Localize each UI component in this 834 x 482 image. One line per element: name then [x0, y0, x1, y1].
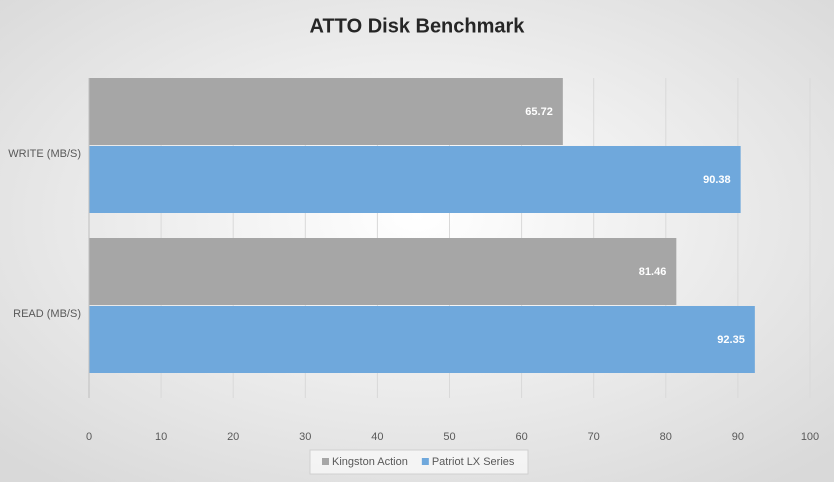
- legend-box: [309, 449, 529, 475]
- legend-swatch: [322, 458, 329, 465]
- x-tick-label: 60: [515, 431, 527, 443]
- x-tick-label: 0: [86, 431, 92, 443]
- x-tick-label: 100: [801, 431, 819, 443]
- bar: [89, 146, 741, 213]
- legend-swatch: [421, 458, 429, 465]
- value-label: 90.38: [703, 174, 731, 186]
- bar: [89, 238, 677, 305]
- x-tick-label: 40: [371, 431, 383, 443]
- x-tick-label: 90: [732, 431, 744, 443]
- bar: [89, 306, 755, 373]
- value-label: 92.35: [717, 334, 745, 346]
- x-tick-label: 70: [588, 431, 600, 443]
- value-label: 81.46: [639, 266, 667, 278]
- x-tick-label: 30: [299, 431, 311, 443]
- bar: [89, 78, 563, 145]
- bars: WRITE (MB/S) 65.72 90.38 READ (MB/S) 81.46 92…: [8, 78, 755, 398]
- x-tick-label: 50: [443, 431, 455, 443]
- legend-label: Patriot LX Series: [432, 456, 515, 468]
- y-tick-label: WRITE (MB/S): [8, 148, 81, 160]
- x-tick-label: 10: [155, 431, 167, 443]
- chart-title: ATTO Disk Benchmark: [310, 15, 526, 37]
- legend-label: Kingston Action: [332, 456, 408, 468]
- legend: Kingston Action Patriot LX Series: [309, 449, 529, 475]
- x-tick-label: 80: [660, 431, 672, 443]
- y-tick-label: READ (MB/S): [13, 308, 81, 320]
- x-tick-label: 20: [227, 431, 239, 443]
- value-label: 65.72: [525, 106, 553, 118]
